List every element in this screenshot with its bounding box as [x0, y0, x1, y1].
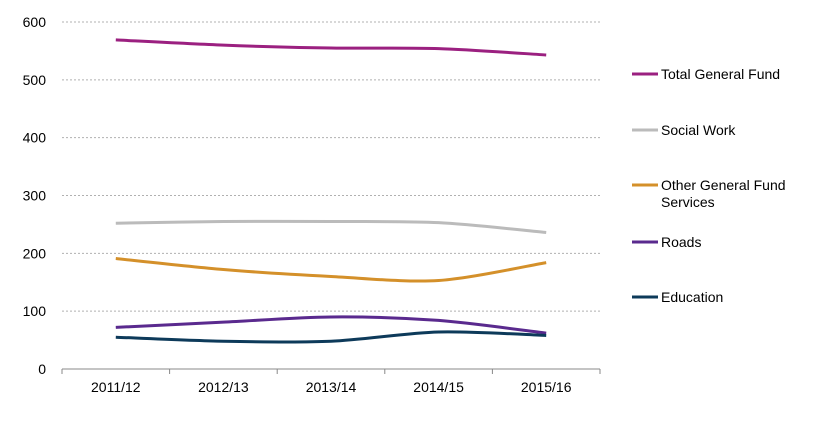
legend-label: Total General Fund	[661, 66, 780, 82]
legend-label: Social Work	[661, 122, 736, 138]
legend-label: Roads	[661, 234, 701, 250]
y-tick-label: 300	[23, 188, 47, 204]
x-tick-label: 2012/13	[198, 379, 249, 395]
y-tick-label: 0	[38, 361, 46, 377]
series-line-total-general-fund	[116, 40, 546, 55]
legend-label: Other General Fund	[661, 177, 786, 193]
x-tick-label: 2011/12	[91, 379, 141, 395]
y-tick-label: 600	[23, 14, 47, 30]
y-tick-label: 200	[23, 245, 47, 261]
x-tick-label: 2013/14	[306, 379, 357, 395]
y-tick-label: 400	[23, 130, 47, 146]
y-tick-label: 100	[23, 303, 47, 319]
series-line-education	[116, 332, 546, 342]
x-tick-label: 2014/15	[413, 379, 464, 395]
y-tick-label: 500	[23, 72, 47, 88]
series-line-roads	[116, 317, 546, 333]
series-line-other-general-fund-services	[116, 259, 546, 282]
x-tick-label: 2015/16	[521, 379, 572, 395]
legend-label: Education	[661, 289, 723, 305]
series-line-social-work	[116, 221, 546, 232]
legend-label: Services	[661, 194, 715, 210]
